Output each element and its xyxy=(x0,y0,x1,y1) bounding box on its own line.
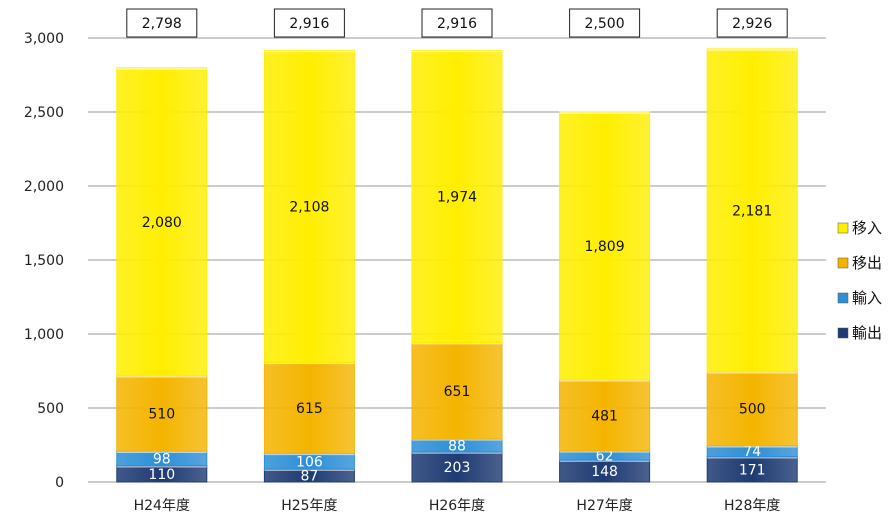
total-label: 2,916 xyxy=(289,16,329,32)
total-label: 2,500 xyxy=(585,16,625,32)
bar-segment xyxy=(411,49,503,344)
total-box xyxy=(126,8,198,38)
bar-segment xyxy=(411,451,503,483)
total-box xyxy=(421,8,493,38)
legend-swatch xyxy=(837,257,849,269)
data-label: 98 xyxy=(153,451,171,467)
legend-swatch xyxy=(837,327,849,339)
data-label: 148 xyxy=(591,464,618,480)
x-tick-label: H24年度 xyxy=(134,498,190,514)
total-box xyxy=(716,8,788,38)
x-tick-label: H27年度 xyxy=(576,498,632,514)
data-label: 500 xyxy=(739,402,766,418)
bar-segment xyxy=(263,49,355,363)
bar-segment xyxy=(116,375,208,452)
data-label: 481 xyxy=(591,408,618,424)
data-label: 2,108 xyxy=(289,199,329,215)
total-label: 2,798 xyxy=(142,16,182,32)
y-tick-label: 1,500 xyxy=(24,253,64,269)
bar-segment xyxy=(559,111,651,381)
data-label: 106 xyxy=(296,454,323,470)
legend-label: 移入 xyxy=(852,219,882,237)
x-tick-label: H28年度 xyxy=(724,498,780,514)
y-tick-label: 3,000 xyxy=(24,31,64,47)
total-box xyxy=(273,8,345,38)
x-tick-label: H25年度 xyxy=(281,498,337,514)
y-tick-label: 1,000 xyxy=(24,327,64,343)
y-tick-label: 2,000 xyxy=(24,179,64,195)
bar-segment xyxy=(411,342,503,440)
data-label: 1,974 xyxy=(437,190,477,206)
bar-segment xyxy=(559,379,651,452)
total-label: 2,926 xyxy=(732,16,772,32)
data-label: 171 xyxy=(739,462,766,478)
y-tick-label: 2,500 xyxy=(24,105,64,121)
data-label: 74 xyxy=(743,444,761,460)
bar-segment xyxy=(263,361,355,454)
data-label: 1,809 xyxy=(585,239,625,255)
y-tick-label: 0 xyxy=(55,475,64,491)
legend-label: 輸入 xyxy=(852,289,882,307)
legend-swatch xyxy=(837,292,849,304)
bar-segment xyxy=(706,48,798,373)
x-tick-label: H26年度 xyxy=(429,498,485,514)
legend-swatch xyxy=(837,222,849,234)
data-label: 2,080 xyxy=(142,215,182,231)
data-label: 87 xyxy=(300,469,318,485)
data-label: 88 xyxy=(448,438,466,454)
bar-segment xyxy=(706,371,798,447)
legend-label: 輸出 xyxy=(852,324,882,342)
legend-label: 移出 xyxy=(852,254,882,272)
total-box xyxy=(569,8,641,38)
data-label: 651 xyxy=(444,384,471,400)
data-label: 62 xyxy=(596,449,614,465)
data-label: 2,181 xyxy=(732,203,772,219)
total-label: 2,916 xyxy=(437,16,477,32)
data-label: 203 xyxy=(444,460,471,476)
data-label: 510 xyxy=(148,406,175,422)
bar-segment xyxy=(116,67,208,377)
data-label: 615 xyxy=(296,401,323,417)
data-label: 110 xyxy=(148,467,175,483)
y-tick-label: 500 xyxy=(37,401,64,417)
